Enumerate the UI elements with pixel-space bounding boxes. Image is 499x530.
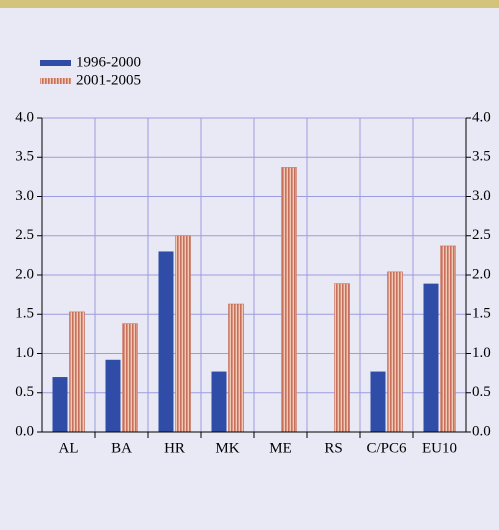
legend-label: 2001-2005: [76, 72, 141, 88]
legend-label: 1996-2000: [76, 54, 141, 70]
y-tick-label: 2.0: [15, 266, 34, 282]
x-tick-label: C/PC6: [366, 440, 407, 456]
y2-tick-label: 3.0: [472, 188, 491, 204]
bar: [211, 371, 227, 432]
x-tick-label: MK: [215, 440, 239, 456]
bar: [440, 245, 456, 433]
bar: [387, 271, 403, 433]
y-tick-label: 1.5: [15, 306, 34, 322]
y-tick-label: 0.0: [15, 423, 34, 439]
y-tick-label: 3.0: [15, 188, 34, 204]
x-tick-label: RS: [324, 440, 342, 456]
bar: [228, 303, 244, 433]
top-band: [0, 0, 499, 8]
y2-tick-label: 0.0: [472, 423, 491, 439]
legend-swatch: [40, 60, 71, 66]
x-tick-label: EU10: [422, 440, 457, 456]
bar: [281, 167, 297, 433]
y-tick-label: 4.0: [15, 109, 34, 125]
bar: [334, 283, 350, 433]
x-tick-label: HR: [164, 440, 185, 456]
x-tick-label: AL: [59, 440, 79, 456]
y-tick-label: 1.0: [15, 345, 34, 361]
bar: [370, 371, 386, 432]
bar: [69, 311, 85, 433]
y2-tick-label: 0.5: [472, 384, 491, 400]
y2-tick-label: 3.5: [472, 149, 491, 165]
legend-swatch: [40, 78, 71, 84]
y-tick-label: 3.5: [15, 149, 34, 165]
x-tick-label: ME: [269, 440, 292, 456]
y-tick-label: 0.5: [15, 384, 34, 400]
y2-tick-label: 4.0: [472, 109, 491, 125]
y2-tick-label: 2.5: [472, 227, 491, 243]
x-tick-label: BA: [111, 440, 132, 456]
y2-tick-label: 1.5: [472, 306, 491, 322]
y2-tick-label: 2.0: [472, 266, 491, 282]
bar: [52, 377, 68, 432]
bar: [122, 323, 138, 433]
bar: [105, 359, 121, 432]
y2-tick-label: 1.0: [472, 345, 491, 361]
bar: [423, 283, 439, 432]
y-tick-label: 2.5: [15, 227, 34, 243]
bar: [158, 251, 174, 432]
bar: [175, 235, 191, 433]
